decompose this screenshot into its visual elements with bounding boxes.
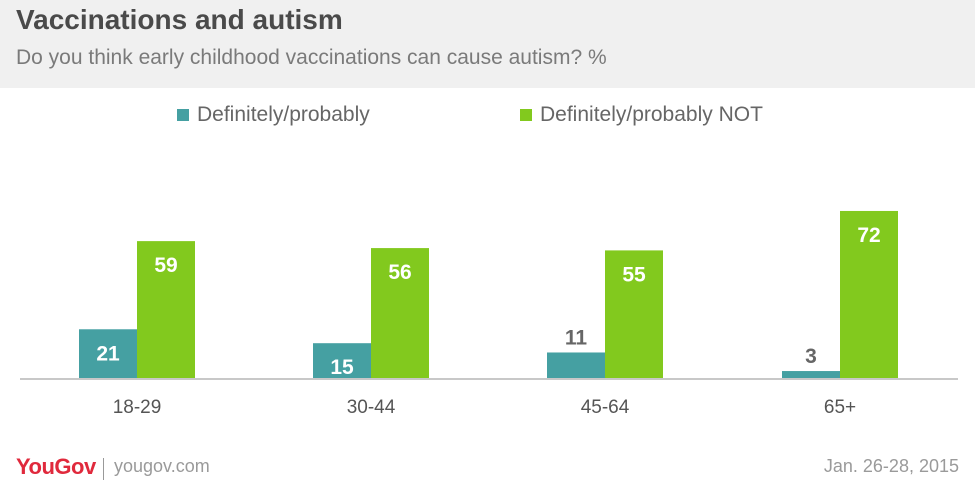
bar-definitely-probably-45-64 [547, 352, 605, 378]
yougov-logo: YouGov [16, 454, 96, 479]
bar-definitely-probably-not-30-44 [371, 248, 429, 378]
footer-date: Jan. 26-28, 2015 [823, 456, 959, 476]
data-label: 59 [154, 254, 177, 277]
legend-item-definitely-probably-not: Definitely/probably NOT [520, 103, 763, 127]
data-label: 72 [857, 224, 880, 247]
data-label: 56 [388, 261, 411, 284]
bar-definitely-probably-30-44 [313, 343, 371, 378]
bar-chart: 21 59 18-29 15 56 30-44 11 55 45-64 3 72 65+ [20, 210, 958, 418]
chart-subtitle: Do you think early childhood vaccination… [16, 46, 607, 69]
legend-swatch-green [520, 109, 532, 121]
chart-title: Vaccinations and autism [16, 4, 343, 35]
chart-header: Vaccinations and autism Do you think ear… [0, 0, 975, 88]
x-tick-label: 65+ [824, 397, 856, 418]
data-label: 21 [96, 342, 120, 365]
bar-definitely-probably-not-65+ [840, 210, 898, 378]
legend-swatch-teal [177, 109, 189, 121]
x-tick-label: 45-64 [581, 397, 630, 418]
footer-site: yougov.com [114, 456, 210, 476]
data-label: 55 [622, 263, 646, 286]
x-tick-label: 30-44 [347, 397, 396, 418]
data-label: 15 [330, 356, 354, 379]
legend-item-definitely-probably: Definitely/probably [177, 103, 370, 127]
bar-definitely-probably-18-29 [79, 329, 137, 378]
data-label: 3 [805, 345, 817, 368]
bar-definitely-probably-not-18-29 [137, 241, 195, 378]
legend-label: Definitely/probably [197, 103, 370, 126]
footer-divider [103, 458, 104, 480]
bar-definitely-probably-not-45-64 [605, 250, 663, 378]
data-label: 11 [565, 326, 588, 349]
chart-footer: YouGov yougov.com Jan. 26-28, 2015 [0, 450, 975, 490]
chart-legend: Definitely/probably Definitely/probably … [0, 103, 975, 131]
legend-label: Definitely/probably NOT [540, 103, 763, 126]
bar-definitely-probably-65+ [782, 371, 840, 378]
x-tick-label: 18-29 [113, 397, 162, 418]
